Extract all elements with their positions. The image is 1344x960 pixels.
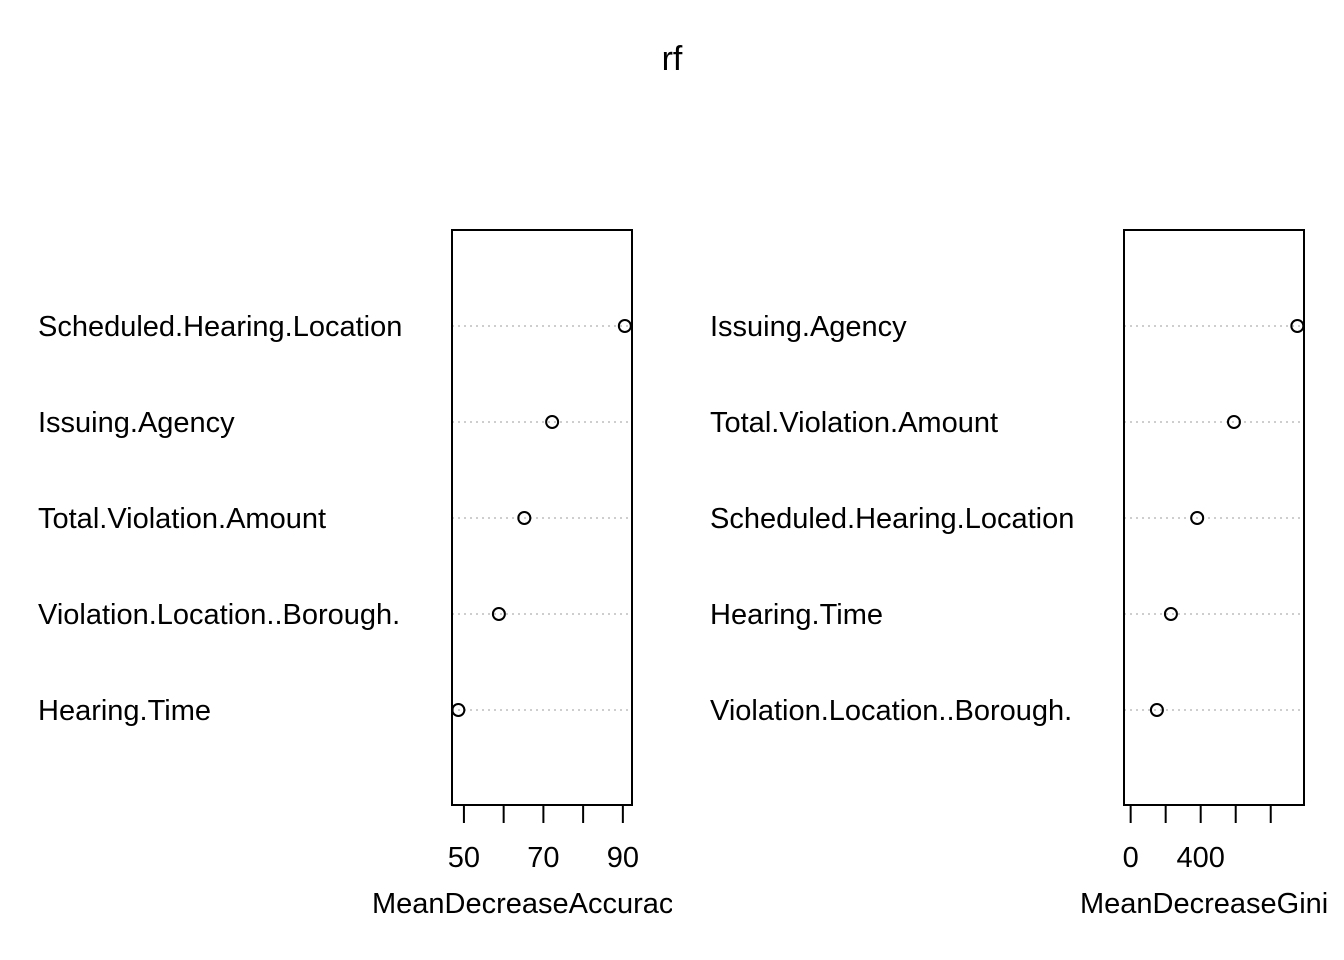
gini-category-label: Scheduled.Hearing.Location <box>710 503 1074 535</box>
accuracy-point <box>617 319 632 333</box>
accuracy-category-label: Total.Violation.Amount <box>38 503 326 535</box>
accuracy-x-tick-label: 70 <box>527 842 559 874</box>
gini-point <box>1163 607 1178 621</box>
accuracy-x-tick-label: 50 <box>448 842 480 874</box>
gini-x-tick-label: 400 <box>1176 842 1224 874</box>
gini-point <box>1190 511 1205 525</box>
chart-title: rf <box>662 40 683 78</box>
accuracy-point <box>451 703 466 717</box>
accuracy-plot-frame <box>451 229 633 806</box>
accuracy-category-label: Issuing.Agency <box>38 407 235 439</box>
accuracy-x-tick-label: 90 <box>607 842 639 874</box>
accuracy-category-label: Violation.Location..Borough. <box>38 599 400 631</box>
gini-category-label: Violation.Location..Borough. <box>710 695 1072 727</box>
accuracy-x-axis-label: MeanDecreaseAccuracy <box>372 888 688 920</box>
gini-category-label: Hearing.Time <box>710 599 883 631</box>
accuracy-category-label: Hearing.Time <box>38 695 211 727</box>
gini-category-label: Total.Violation.Amount <box>710 407 998 439</box>
gini-plot-frame <box>1123 229 1305 806</box>
accuracy-point <box>517 511 532 525</box>
gini-point <box>1226 415 1241 429</box>
gini-point <box>1290 319 1305 333</box>
accuracy-point <box>491 607 506 621</box>
gini-x-tick-label: 0 <box>1123 842 1139 874</box>
mean-decrease-gini-panel: Issuing.Agency Total.Violation.Amount Sche… <box>710 229 1328 920</box>
accuracy-point <box>545 415 560 429</box>
gini-x-axis-label: MeanDecreaseGini <box>1080 888 1328 920</box>
gini-category-label: Issuing.Agency <box>710 311 907 343</box>
gini-point <box>1149 703 1164 717</box>
mean-decrease-accuracy-panel: Scheduled.Hearing.Location Issuing.Agency… <box>38 229 688 920</box>
accuracy-category-label: Scheduled.Hearing.Location <box>38 311 402 343</box>
